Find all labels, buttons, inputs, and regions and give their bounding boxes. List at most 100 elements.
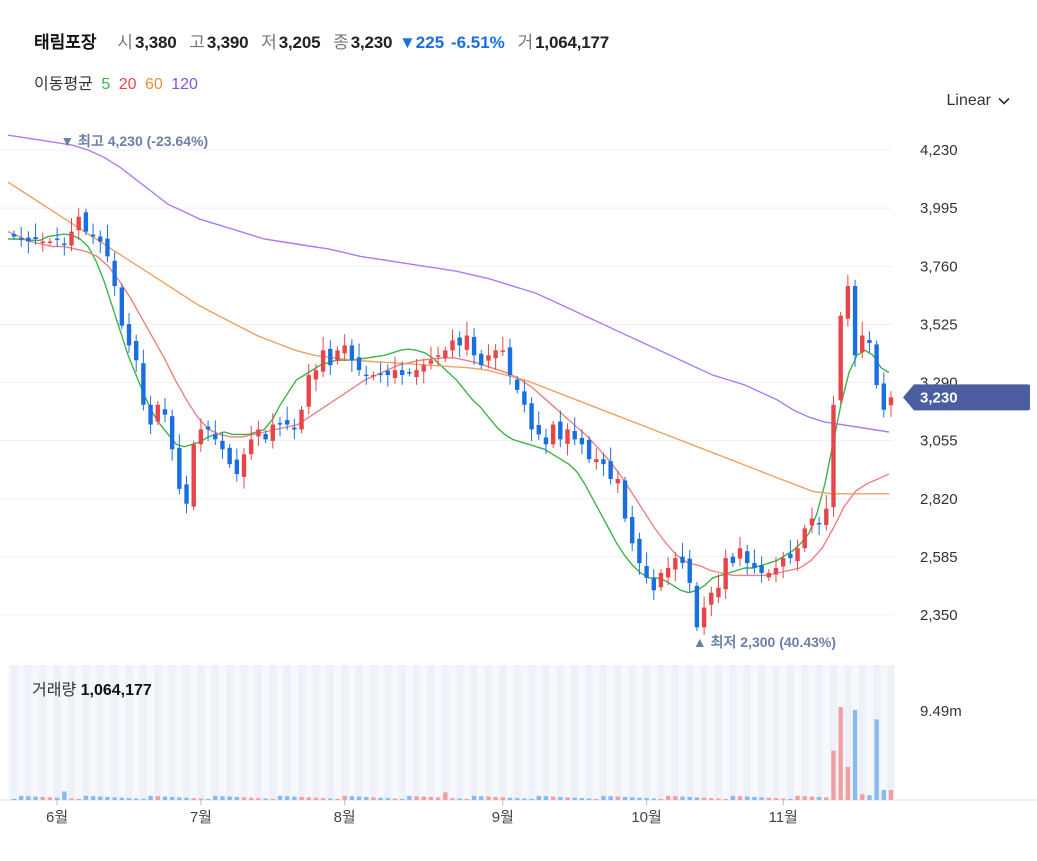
candle bbox=[795, 548, 800, 562]
candle bbox=[637, 538, 642, 564]
x-tick-label: 7월 bbox=[190, 809, 212, 826]
volume-bar bbox=[486, 796, 491, 800]
volume-bar bbox=[500, 797, 506, 800]
volume-stripe bbox=[671, 665, 679, 800]
volume-stripe bbox=[829, 665, 838, 800]
volume-bar bbox=[802, 796, 807, 800]
volume-bar bbox=[105, 796, 110, 800]
candle bbox=[18, 238, 24, 240]
candle bbox=[284, 420, 290, 425]
volume-bar bbox=[881, 789, 887, 800]
candle bbox=[378, 373, 383, 376]
volume-bar bbox=[464, 798, 470, 800]
candle bbox=[134, 340, 139, 361]
volume-panel-value: 1,064,177 bbox=[80, 682, 152, 699]
volume-bar bbox=[730, 795, 736, 800]
candle bbox=[788, 553, 793, 559]
volume-bar bbox=[687, 796, 692, 800]
candle bbox=[119, 287, 125, 326]
ma-legend-60[interactable]: 60 bbox=[144, 76, 163, 93]
volume-bar bbox=[745, 796, 750, 800]
volume-stripe bbox=[614, 665, 622, 800]
volume-bar bbox=[421, 796, 426, 800]
candle bbox=[292, 427, 297, 430]
volume-stripe bbox=[686, 665, 694, 800]
volume-stripe bbox=[743, 665, 751, 800]
volume-stripe bbox=[527, 665, 536, 800]
candle bbox=[450, 340, 455, 351]
candle bbox=[364, 374, 369, 377]
volume-stripe bbox=[585, 665, 593, 800]
volume-bar bbox=[98, 796, 103, 800]
candle bbox=[687, 558, 692, 583]
low-marker-label: ▲ 최저 2,300 (40.43%) bbox=[693, 634, 836, 650]
volume-bar bbox=[867, 795, 872, 800]
candle bbox=[105, 238, 110, 257]
scale-selector[interactable]: Linear bbox=[947, 92, 1011, 110]
volume-stripe bbox=[758, 665, 766, 800]
candle bbox=[399, 370, 405, 376]
volume-bar bbox=[658, 798, 664, 800]
price-tick-label: 3,525 bbox=[920, 316, 958, 333]
volume-bar bbox=[457, 798, 462, 800]
candle bbox=[342, 345, 347, 354]
candle bbox=[263, 433, 268, 440]
price-tick-label: 3,760 bbox=[920, 258, 958, 275]
ma-legend-label: 이동평균 bbox=[34, 76, 93, 93]
volume-bar bbox=[26, 796, 31, 800]
volume-bar bbox=[594, 798, 599, 800]
candle bbox=[457, 337, 462, 346]
candle bbox=[630, 517, 635, 544]
candle bbox=[838, 315, 843, 401]
volume-stripe bbox=[384, 665, 392, 800]
volume-bar bbox=[601, 795, 606, 800]
ma-legend-5[interactable]: 5 bbox=[101, 76, 111, 93]
candle bbox=[320, 350, 326, 372]
candle bbox=[155, 404, 160, 422]
candle bbox=[536, 425, 541, 435]
volume-bar bbox=[514, 798, 520, 800]
x-tick-label: 11월 bbox=[768, 809, 797, 826]
volume-bar bbox=[759, 797, 764, 800]
candle bbox=[824, 508, 829, 525]
volume-bar bbox=[328, 798, 333, 800]
volume-stripe bbox=[700, 665, 708, 800]
volume-bar bbox=[62, 791, 67, 800]
candle bbox=[586, 439, 592, 460]
ma-legend-120[interactable]: 120 bbox=[171, 76, 198, 93]
open-label: 시 bbox=[117, 33, 133, 52]
candle bbox=[76, 216, 81, 231]
volume-bar bbox=[543, 796, 549, 800]
volume-bar bbox=[11, 798, 17, 800]
volume-bar bbox=[550, 796, 556, 800]
candle bbox=[881, 383, 887, 410]
volume-stripe bbox=[125, 665, 133, 800]
ma-legend-20[interactable]: 20 bbox=[118, 76, 137, 93]
volume-stripe bbox=[369, 665, 378, 800]
price-tick-label: 3,055 bbox=[920, 433, 958, 450]
volume-stripe bbox=[269, 665, 277, 800]
volume-bar bbox=[701, 797, 707, 800]
volume-stripe bbox=[556, 665, 564, 800]
candle bbox=[62, 243, 67, 245]
high-marker-label: ▼ 최고 4,230 (-23.64%) bbox=[60, 133, 208, 149]
volume-bar bbox=[637, 797, 642, 800]
candle bbox=[112, 260, 117, 287]
volume-stripe bbox=[326, 665, 334, 800]
candle bbox=[766, 572, 771, 578]
volume-bar bbox=[335, 798, 340, 800]
candle bbox=[644, 566, 649, 578]
candle bbox=[615, 478, 621, 484]
candle bbox=[780, 558, 786, 567]
volume-bar bbox=[141, 798, 146, 800]
volume-bar bbox=[177, 797, 182, 800]
volume-bar bbox=[680, 796, 685, 800]
candle bbox=[299, 409, 304, 430]
volume-bar bbox=[888, 789, 894, 800]
volume-stripe bbox=[542, 665, 550, 800]
candle bbox=[256, 429, 261, 437]
volume-bar bbox=[399, 798, 405, 800]
volume-bar bbox=[299, 796, 304, 800]
volume-bar bbox=[220, 796, 225, 800]
